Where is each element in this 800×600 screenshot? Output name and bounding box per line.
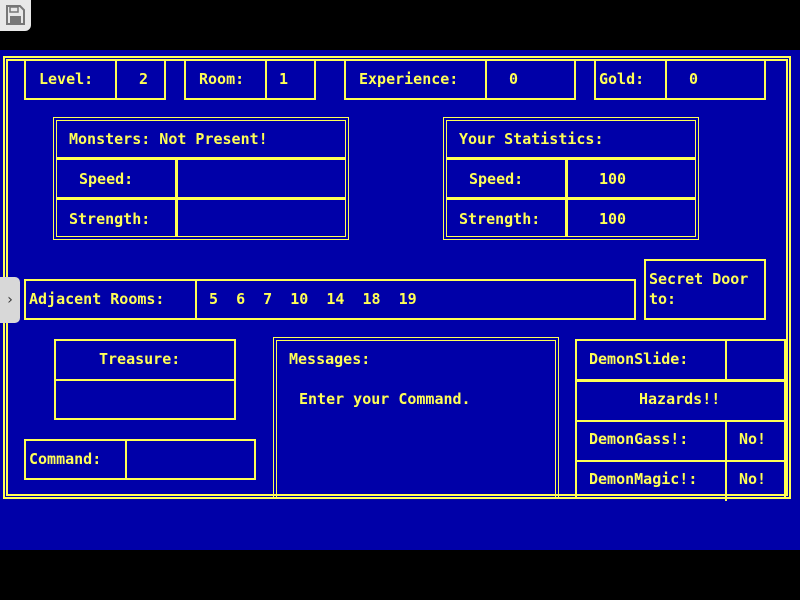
side-panel-toggle[interactable]: ›	[0, 277, 20, 323]
adjacent-rooms-list[interactable]: 5 6 7 10 14 18 19	[209, 290, 417, 308]
level-box	[24, 59, 166, 100]
hazards-title: Hazards!!	[639, 390, 721, 408]
experience-box	[344, 59, 576, 100]
player-speed-value: 100	[599, 170, 627, 188]
gold-value: 0	[689, 70, 699, 88]
secret-door-box	[644, 259, 766, 320]
secret-door-line2: to:	[649, 290, 677, 308]
floppy-disk-icon	[6, 5, 25, 25]
gold-label: Gold:	[599, 70, 645, 88]
monsters-panel	[53, 117, 349, 240]
command-input[interactable]	[134, 450, 244, 468]
statistics-panel	[443, 117, 699, 240]
demonmagic-value: No!	[739, 470, 767, 488]
treasure-box	[54, 339, 236, 420]
messages-label: Messages:	[289, 350, 371, 368]
command-box	[24, 439, 256, 480]
hazards-panel	[575, 339, 786, 501]
statistics-title: Your Statistics:	[459, 130, 604, 148]
room-box	[184, 59, 316, 100]
level-value: 2	[139, 70, 149, 88]
monster-speed-label: Speed:	[79, 170, 134, 188]
demongass-label: DemonGass!:	[589, 430, 689, 448]
room-value: 1	[279, 70, 289, 88]
gold-box	[594, 59, 766, 100]
adjacent-rooms-box	[24, 279, 636, 320]
chevron-right-icon: ›	[7, 292, 13, 308]
secret-door-line1: Secret Door	[649, 270, 749, 288]
message-text: Enter your Command.	[299, 390, 471, 408]
save-button[interactable]	[0, 0, 31, 31]
demonmagic-label: DemonMagic!:	[589, 470, 698, 488]
monsters-title: Monsters: Not Present!	[69, 130, 268, 148]
player-strength-label: Strength:	[459, 210, 541, 228]
player-strength-value: 100	[599, 210, 627, 228]
command-label: Command:	[29, 450, 102, 468]
experience-value: 0	[509, 70, 519, 88]
experience-label: Experience:	[359, 70, 459, 88]
demongass-value: No!	[739, 430, 767, 448]
player-speed-label: Speed:	[469, 170, 524, 188]
demonslide-label: DemonSlide:	[589, 350, 689, 368]
monster-strength-label: Strength:	[69, 210, 151, 228]
adjacent-rooms-label: Adjacent Rooms:	[29, 290, 165, 308]
room-label: Room:	[199, 70, 245, 88]
treasure-label: Treasure:	[99, 350, 181, 368]
game-screen: Level: 2 Room: 1 Experience: 0 Gold: 0 M…	[0, 50, 800, 550]
messages-panel	[273, 337, 559, 497]
level-label: Level:	[39, 70, 94, 88]
